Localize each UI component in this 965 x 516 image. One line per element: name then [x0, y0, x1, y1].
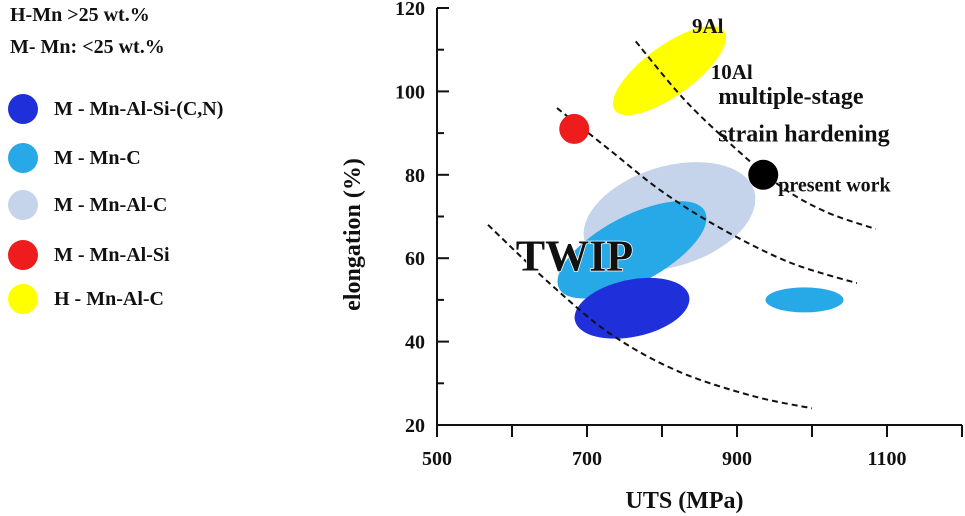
legend-swatch — [8, 284, 38, 314]
legend-item-h-mn-al-c: H - Mn-Al-C — [8, 282, 164, 316]
legend-swatch — [8, 240, 38, 270]
trend-curve-1 — [487, 224, 813, 410]
x-tick-label: 500 — [422, 448, 452, 470]
legend-header-mmn: M- Mn: <25 wt.% — [10, 36, 165, 58]
annotation-strain-hardening: strain hardening — [718, 121, 889, 147]
y-tick-label: 60 — [405, 248, 425, 270]
x-tick-label: 700 — [572, 448, 602, 470]
legend-label: M - Mn-Al-Si — [54, 243, 170, 266]
x-tick-label: 900 — [722, 448, 752, 470]
legend-item-mn-al-c: M - Mn-Al-C — [8, 188, 167, 222]
legend: H-Mn >25 wt.% M- Mn: <25 wt.% M - Mn-Al-… — [0, 0, 320, 330]
y-tick-label: 80 — [405, 165, 425, 187]
point-present-work — [748, 159, 779, 190]
y-tick-label: 20 — [405, 415, 425, 437]
y-tick-label: 100 — [395, 81, 425, 103]
region-m-mn-al-si-c-n — [574, 277, 690, 339]
legend-swatch — [8, 190, 38, 220]
point-m-mn-al-si — [559, 113, 590, 144]
legend-header-hmn: H-Mn >25 wt.% — [10, 4, 150, 26]
legend-label: M - Mn-C — [54, 146, 141, 169]
x-tick-label: 1100 — [868, 448, 907, 470]
annotation-present-work: present work — [778, 174, 891, 196]
legend-swatch — [8, 94, 38, 124]
annotation-multiple-stage: multiple-stage — [718, 84, 864, 110]
x-axis-label: UTS (MPa) — [626, 488, 744, 514]
legend-label: M - Mn-Al-Si-(C,N) — [54, 97, 224, 120]
annotation-twip: TWIP — [516, 232, 633, 281]
trend-curve-2 — [556, 107, 858, 285]
legend-item-mn-c: M - Mn-C — [8, 141, 141, 175]
y-tick-label: 120 — [395, 0, 425, 20]
legend-label: H - Mn-Al-C — [54, 287, 164, 310]
legend-item-mn-al-si-cn: M - Mn-Al-Si-(C,N) — [8, 92, 223, 126]
annotation-9al: 9Al — [692, 14, 724, 38]
legend-swatch — [8, 143, 38, 173]
y-axis-label: elongation (%) — [340, 158, 366, 311]
region-m-mn-c — [557, 201, 707, 299]
legend-label: M - Mn-Al-C — [54, 193, 168, 216]
annotation-10al: 10Al — [711, 60, 753, 84]
region-m-mn-c — [765, 287, 844, 313]
region-h-mn-al-c — [612, 26, 727, 116]
y-tick-label: 40 — [405, 332, 425, 354]
legend-item-mn-al-si: M - Mn-Al-Si — [8, 238, 170, 272]
